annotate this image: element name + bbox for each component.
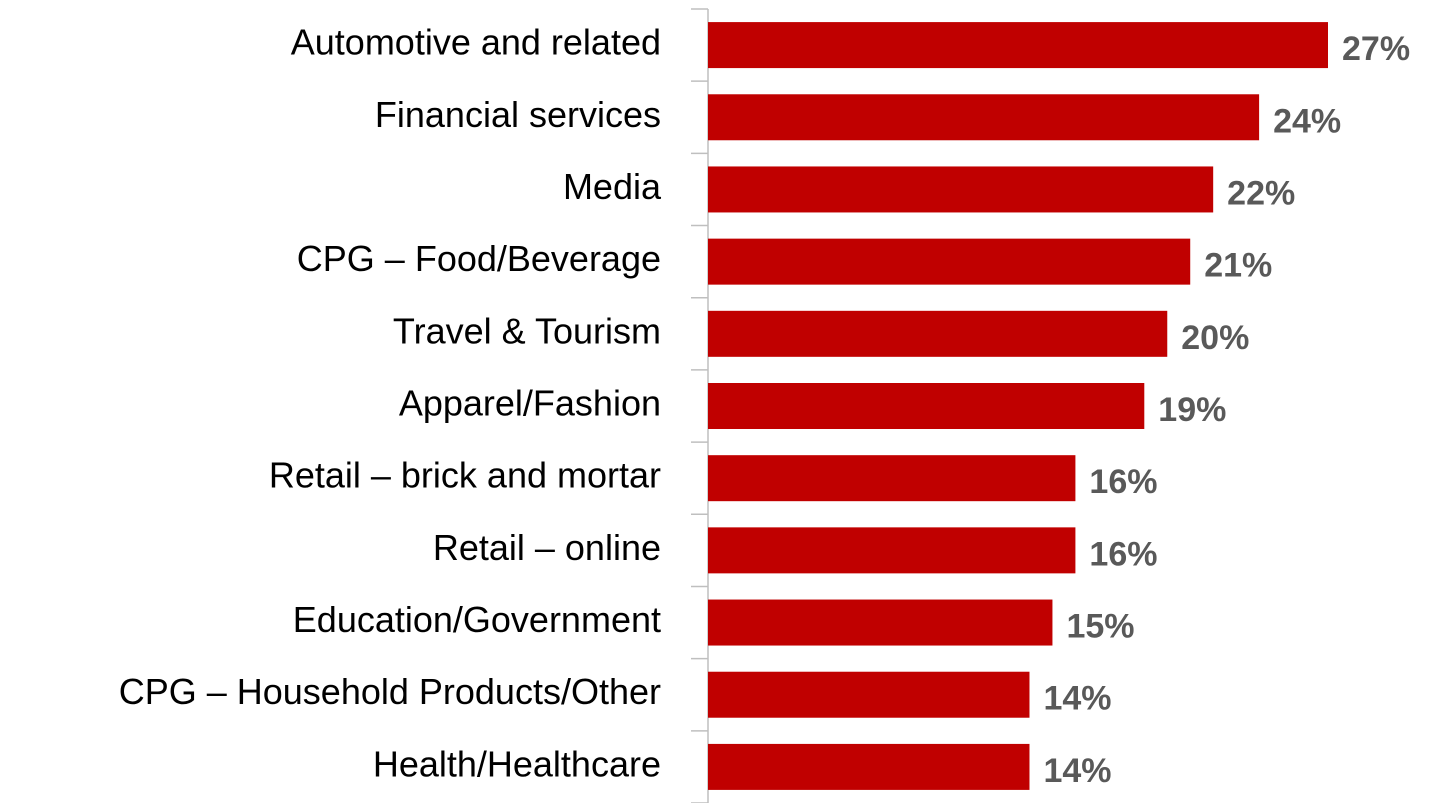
category-label: Retail – online xyxy=(433,527,661,568)
category-label: Education/Government xyxy=(293,599,661,640)
category-label: CPG – Food/Beverage xyxy=(297,238,661,279)
bar xyxy=(708,22,1328,69)
category-label: Travel & Tourism xyxy=(393,310,661,351)
value-label: 20% xyxy=(1181,319,1249,357)
value-label: 14% xyxy=(1043,680,1111,718)
bar xyxy=(708,383,1145,429)
category-label: CPG – Household Products/Other xyxy=(119,671,661,712)
value-label: 24% xyxy=(1273,102,1341,140)
bar xyxy=(708,455,1076,502)
value-label: 15% xyxy=(1066,608,1134,646)
bar xyxy=(708,238,1191,285)
bar xyxy=(708,166,1214,213)
category-label: Retail – brick and mortar xyxy=(269,455,661,496)
category-label: Health/Healthcare xyxy=(373,743,661,784)
bar xyxy=(708,671,1030,718)
bar xyxy=(708,599,1053,646)
value-label: 27% xyxy=(1342,30,1410,68)
value-label: 14% xyxy=(1043,752,1111,790)
value-label: 22% xyxy=(1227,174,1295,212)
category-label: Media xyxy=(563,166,662,207)
category-label: Financial services xyxy=(375,94,661,135)
bar xyxy=(708,743,1030,790)
value-label: 16% xyxy=(1089,535,1157,573)
category-label: Apparel/Fashion xyxy=(399,383,661,424)
value-label: 21% xyxy=(1204,247,1272,285)
bar xyxy=(708,310,1168,357)
value-label: 16% xyxy=(1089,463,1157,501)
bar xyxy=(708,94,1260,141)
category-label: Automotive and related xyxy=(291,22,661,63)
bar xyxy=(708,527,1076,574)
value-label: 19% xyxy=(1158,391,1226,429)
